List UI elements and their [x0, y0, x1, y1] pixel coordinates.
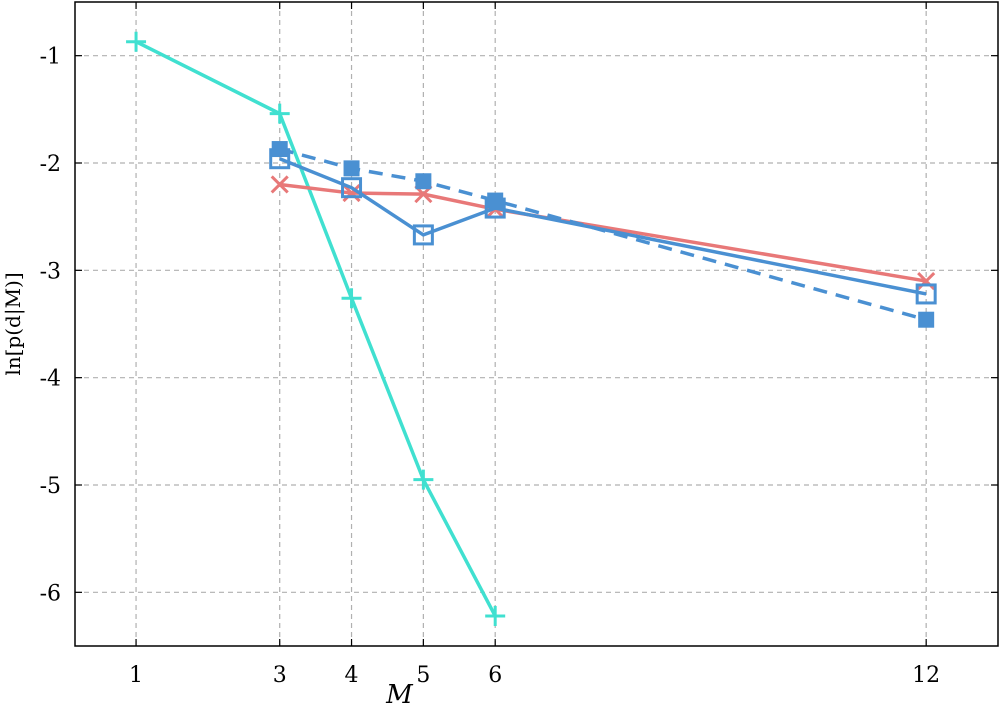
- x-tick-label: 12: [912, 663, 940, 688]
- x-tick-label: 4: [345, 663, 359, 688]
- plot-frame: [74, 1, 999, 647]
- y-axis-label: ln[p(d|M)]: [1, 272, 26, 375]
- series-1-point: [485, 605, 506, 626]
- y-tick-label: -5: [40, 474, 61, 499]
- x-tick-label: 5: [416, 663, 430, 688]
- series-layer: [126, 31, 937, 626]
- series-4-point: [918, 311, 935, 328]
- series-3-point: [341, 177, 363, 199]
- x-axis-ticks: 1 3 4 5 6 12: [129, 2, 940, 688]
- series-4-line: [279, 147, 927, 322]
- y-axis-ticks: -6 -5 -4 -3 -2 -1: [40, 45, 998, 606]
- series-4: [271, 141, 935, 328]
- series-1-point: [269, 103, 290, 124]
- series-1-point: [341, 288, 362, 309]
- series-1-point: [413, 469, 434, 490]
- series-3-point: [915, 283, 937, 305]
- series-4-point: [487, 192, 504, 209]
- series-1-point: [126, 31, 147, 52]
- series-1-line: [135, 40, 497, 617]
- series-3-point: [412, 224, 434, 246]
- x-tick-label: 6: [488, 663, 502, 688]
- gridlines: [75, 2, 998, 646]
- series-2-point: [270, 175, 289, 194]
- series-2: [270, 175, 936, 291]
- y-tick-label: -6: [40, 581, 61, 606]
- y-tick-label: -4: [40, 367, 61, 392]
- series-3-line: [279, 157, 927, 296]
- x-axis-label: M: [385, 680, 414, 707]
- x-tick-label: 1: [129, 663, 143, 688]
- series-2-point: [342, 183, 361, 203]
- x-tick-label: 3: [273, 663, 287, 688]
- series-1: [126, 31, 506, 626]
- series-4-point: [415, 173, 432, 190]
- y-tick-label: -3: [40, 259, 61, 284]
- series-2-line: [279, 182, 927, 283]
- series-4-point: [271, 141, 288, 158]
- series-4-point: [343, 160, 360, 177]
- y-tick-label: -2: [40, 152, 61, 177]
- y-tick-label: -1: [40, 45, 61, 70]
